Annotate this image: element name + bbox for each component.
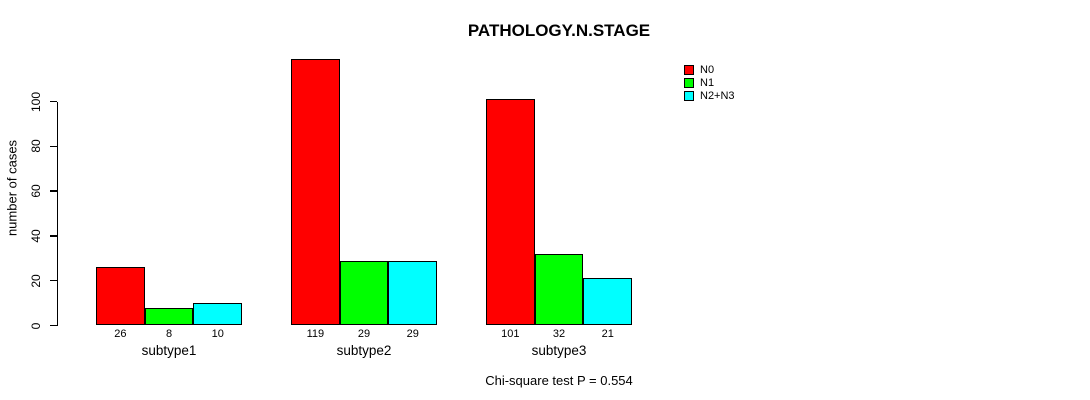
bar-N0-subtype2 xyxy=(291,58,340,326)
y-axis-tick xyxy=(49,145,57,148)
x-category-label-subtype1: subtype1 xyxy=(141,343,197,358)
y-axis-label: number of cases xyxy=(4,139,20,237)
y-axis-line xyxy=(56,101,58,326)
bar-N1-subtype1 xyxy=(144,307,194,326)
y-axis-tick-label: 20 xyxy=(29,274,43,288)
y-axis-tick xyxy=(49,100,57,103)
y-axis-tick xyxy=(49,235,57,237)
bar-value-label: 8 xyxy=(165,327,173,340)
y-axis-tick-label: 100 xyxy=(29,91,43,112)
legend-item-N0: N0 xyxy=(684,64,735,77)
bar-value-label: 29 xyxy=(406,327,419,340)
y-axis-tick-label: 0 xyxy=(29,322,43,329)
legend-item-N1: N1 xyxy=(684,77,735,90)
y-axis-tick xyxy=(49,190,57,192)
bar-value-label: 21 xyxy=(601,327,614,340)
y-axis-tick-label: 60 xyxy=(29,184,43,198)
bar-value-label: 29 xyxy=(357,327,371,340)
bar-N0-subtype1 xyxy=(96,267,145,326)
bar-N1-subtype2 xyxy=(339,260,389,326)
legend-label: N2+N3 xyxy=(700,89,735,102)
x-category-label-subtype3: subtype3 xyxy=(531,343,587,358)
legend-label: N0 xyxy=(700,64,715,77)
bar-value-label: 119 xyxy=(306,327,325,340)
bar-N0-subtype3 xyxy=(486,99,535,326)
y-axis-tick xyxy=(49,279,57,282)
bar-value-label: 101 xyxy=(501,327,520,340)
bar-N2+N3-subtype3 xyxy=(583,278,633,326)
x-category-label-subtype2: subtype2 xyxy=(336,343,392,358)
bar-value-label: 10 xyxy=(211,327,224,340)
annotation-text: Chi-square test P = 0.554 xyxy=(485,373,633,388)
y-axis-tick-label: 40 xyxy=(29,229,43,243)
legend-item-N2+N3: N2+N3 xyxy=(684,90,735,103)
legend: N0 N1 N2+N3 xyxy=(684,64,735,102)
y-axis-tick xyxy=(49,324,57,327)
y-axis-tick-label: 80 xyxy=(29,139,43,153)
chart-title: PATHOLOGY.N.STAGE xyxy=(467,21,651,40)
bar-value-label: 26 xyxy=(114,327,127,340)
legend-swatch xyxy=(684,90,694,101)
bar-N2+N3-subtype1 xyxy=(193,303,243,326)
legend-label: N1 xyxy=(700,77,715,90)
bar-N1-subtype3 xyxy=(534,253,584,326)
legend-swatch xyxy=(684,65,694,76)
bar-N2+N3-subtype2 xyxy=(388,260,438,326)
bar-value-label: 32 xyxy=(552,327,566,340)
legend-swatch xyxy=(684,78,694,89)
